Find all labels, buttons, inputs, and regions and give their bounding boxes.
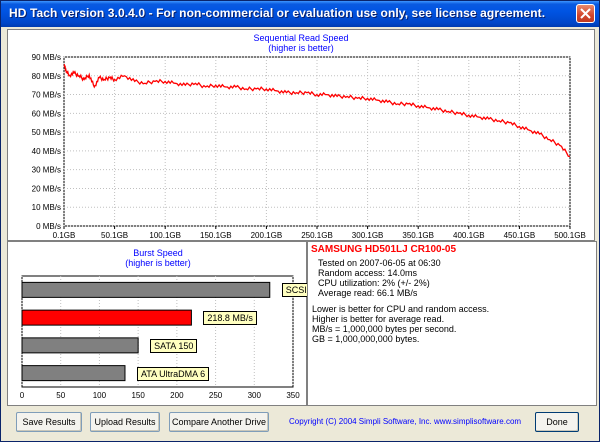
upload-results-label: Upload Results [94, 417, 156, 427]
compare-drive-button[interactable]: Compare Another Drive [169, 412, 269, 432]
cpu-utilization: CPU utilization: 2% (+/- 2%) [318, 278, 430, 288]
y-tick-label: 70 MB/s [32, 91, 61, 100]
burst-x-tick-label: 300 [248, 391, 262, 400]
window-title: HD Tach version 3.0.4.0 - For non-commer… [9, 6, 546, 20]
y-tick-label: 0 MB/s [36, 222, 61, 231]
x-tick-label: 0.1GB [53, 231, 76, 240]
title-bar[interactable]: HD Tach version 3.0.4.0 - For non-commer… [1, 1, 599, 27]
burst-x-tick-label: 0 [20, 391, 25, 400]
note-lower-better: Lower is better for CPU and random acces… [312, 304, 490, 314]
x-tick-label: 450.1GB [504, 231, 536, 240]
x-tick-label: 300.1GB [352, 231, 384, 240]
note-higher-better: Higher is better for average read. [312, 314, 445, 324]
chart-subtitle: (higher is better) [268, 43, 334, 53]
y-tick-label: 20 MB/s [32, 184, 61, 193]
burst-bar [21, 365, 126, 382]
burst-x-tick-label: 100 [93, 391, 107, 400]
average-read: Average read: 66.1 MB/s [318, 288, 418, 298]
tested-date: Tested on 2007-06-05 at 06:30 [318, 258, 441, 268]
y-tick-label: 60 MB/s [32, 109, 61, 118]
x-tick-label: 50.1GB [101, 231, 128, 240]
burst-title: Burst Speed [133, 248, 183, 258]
drive-info-panel: SAMSUNG HD501LJ CR100-05 Tested on 2007-… [307, 241, 597, 406]
y-tick-label: 80 MB/s [32, 72, 61, 81]
burst-speed-chart: Burst Speed (higher is better) 0 50 100 150… [20, 248, 300, 400]
y-tick-label: 10 MB/s [32, 203, 61, 212]
upload-results-button[interactable]: Upload Results [90, 412, 160, 432]
chart-title: Sequential Read Speed [253, 33, 348, 43]
done-label: Done [546, 417, 568, 427]
close-icon [580, 8, 591, 19]
note-mb-definition: MB/s = 1,000,000 bytes per second. [312, 324, 457, 334]
note-gb-definition: GB = 1,000,000,000 bytes. [312, 334, 420, 344]
burst-bar [21, 309, 192, 326]
drive-model: SAMSUNG HD501LJ CR100-05 [311, 244, 457, 255]
y-tick-label: 50 MB/s [32, 128, 61, 137]
y-tick-label: 90 MB/s [32, 53, 61, 62]
y-tick-label: 40 MB/s [32, 147, 61, 156]
save-results-button[interactable]: Save Results [16, 412, 82, 432]
sequential-read-panel: Sequential Read Speed (higher is better)… [7, 29, 595, 241]
burst-bar [21, 281, 271, 298]
x-tick-label: 350.1GB [402, 231, 434, 240]
copyright-text: Copyright (C) 2004 Simpli Software, Inc.… [289, 417, 522, 426]
read-speed-line [63, 63, 571, 158]
x-tick-label: 200.1GB [251, 231, 283, 240]
save-results-label: Save Results [22, 417, 76, 427]
burst-x-tick-label: 350 [286, 391, 300, 400]
x-tick-label: 150.1GB [200, 231, 232, 240]
burst-bar-label: ATA UltraDMA 6 [136, 366, 210, 381]
burst-subtitle: (higher is better) [125, 258, 191, 268]
x-tick-label: 100.1GB [149, 231, 181, 240]
burst-x-tick-label: 250 [209, 391, 223, 400]
x-tick-label: 400.1GB [453, 231, 485, 240]
burst-speed-panel: Burst Speed (higher is better) 0 50 100 150… [7, 241, 348, 406]
burst-x-tick-label: 50 [56, 391, 65, 400]
burst-bar [21, 337, 139, 354]
y-tick-label: 30 MB/s [32, 166, 61, 175]
sequential-read-chart: Sequential Read Speed (higher is better)… [32, 33, 586, 240]
x-tick-label: 500.1GB [554, 231, 586, 240]
burst-bar-label: SATA 150 [150, 338, 198, 353]
compare-drive-label: Compare Another Drive [171, 417, 267, 427]
x-tick-label: 250.1GB [301, 231, 333, 240]
done-button[interactable]: Done [535, 412, 579, 432]
burst-bar-label: 218.8 MB/s [203, 311, 257, 326]
close-button[interactable] [576, 4, 595, 23]
burst-x-tick-label: 150 [131, 391, 145, 400]
burst-x-tick-label: 200 [170, 391, 184, 400]
random-access: Random access: 14.0ms [318, 268, 418, 278]
